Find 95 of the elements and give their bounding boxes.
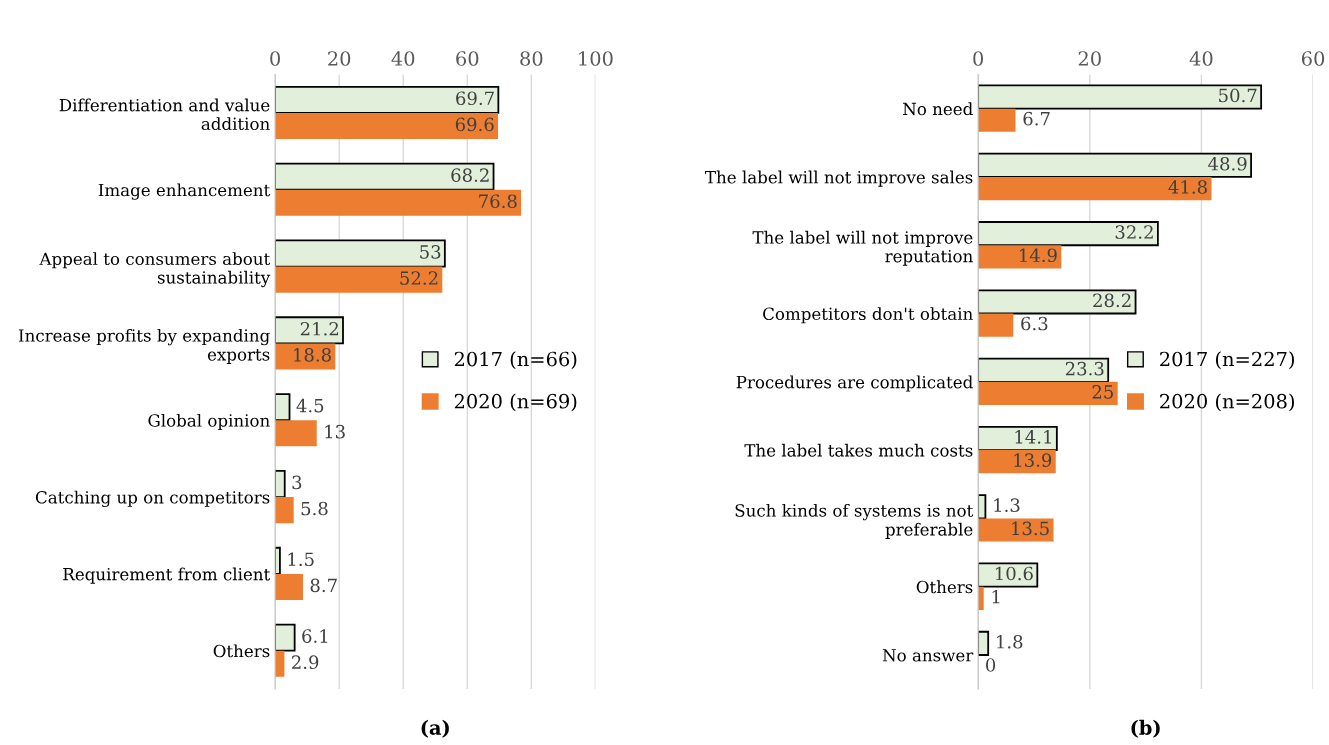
y-tick-label: No answer	[882, 649, 974, 662]
data-label: 25	[1092, 385, 1113, 399]
data-label: 8.7	[310, 578, 337, 593]
bar	[275, 85, 500, 114]
y-tick-label: Such kinds of systems is not preferable	[735, 503, 974, 539]
y-tick-label: The label will not improve reputation	[752, 230, 973, 266]
data-label: 2.9	[292, 655, 319, 670]
bar	[978, 630, 990, 656]
data-label: 1.5	[288, 552, 314, 567]
bar	[978, 152, 1252, 178]
x-tick-label: 80	[520, 51, 543, 66]
data-label: 28.2	[1093, 293, 1131, 308]
y-tick-label: Global opinion	[148, 413, 270, 431]
bar	[275, 162, 495, 191]
y-tick-label: Procedures are complicated	[736, 375, 973, 392]
x-tick-label: 0	[973, 51, 984, 66]
bar	[978, 562, 1039, 588]
data-label: 69.7	[456, 91, 494, 106]
data-label: 10.6	[995, 566, 1033, 581]
bar	[275, 266, 443, 293]
data-label: 23.3	[1065, 361, 1104, 376]
data-label: 1.3	[994, 498, 1020, 513]
bar	[275, 239, 446, 268]
data-label: 76.8	[479, 194, 517, 209]
bar	[978, 357, 1110, 383]
bar	[275, 420, 317, 447]
data-label: 3	[292, 475, 302, 490]
data-label: 13.9	[1014, 453, 1052, 467]
bar	[275, 112, 499, 140]
bar	[978, 425, 1058, 452]
x-tick-label: 100	[579, 51, 613, 66]
data-label: 13.5	[1012, 521, 1049, 536]
data-label: 1.8	[997, 634, 1023, 649]
bar	[978, 108, 1016, 132]
data-label: 14.1	[1015, 430, 1051, 444]
data-label: 6.7	[1023, 111, 1050, 126]
y-tick-label: The label will not improve sales	[705, 170, 973, 187]
y-tick-label: Differentiation and value addition	[59, 98, 270, 131]
y-tick-label: No need	[903, 102, 973, 116]
legend-label: 2017 (n=227)	[1160, 351, 1295, 370]
y-tick-label: Requirement from client	[63, 567, 271, 584]
bar	[978, 450, 1056, 474]
data-label: 6.1	[302, 629, 328, 643]
text: (b)	[1131, 719, 1160, 738]
text: (a)	[421, 719, 449, 738]
bar	[275, 623, 296, 652]
legend-label: 2020 (n=69)	[454, 393, 577, 412]
x-tick-label: 40	[1189, 51, 1213, 66]
data-label: 13	[325, 424, 345, 439]
data-label: 21.2	[300, 321, 339, 336]
y-tick-label: The label takes much costs	[744, 443, 973, 457]
bar	[275, 573, 303, 600]
data-label: 69.6	[455, 117, 494, 132]
bar	[275, 343, 336, 370]
bar	[275, 497, 294, 524]
x-tick-label: 0	[270, 51, 280, 66]
x-tick-label: 20	[328, 51, 351, 66]
data-label: 18.8	[294, 348, 331, 362]
bar	[275, 189, 522, 216]
y-tick-label: Catching up on competitors	[35, 490, 270, 508]
legend-label: 2017 (n=66)	[454, 351, 577, 370]
data-label: 32.2	[1115, 225, 1153, 239]
data-label: 52.2	[400, 271, 438, 285]
x-tick-label: 60	[456, 51, 479, 66]
x-tick-label: 60	[1301, 51, 1325, 66]
data-label: 41.8	[1168, 180, 1207, 194]
bar	[978, 518, 1054, 542]
y-tick-label: Competitors don't obtain	[763, 307, 973, 324]
bar	[978, 381, 1118, 406]
bar	[978, 221, 1159, 247]
bar	[275, 470, 286, 498]
data-label: 6.3	[1021, 316, 1048, 331]
bar	[978, 313, 1014, 337]
y-tick-label: Appeal to consumers about sustainability	[39, 252, 271, 288]
data-label: 53	[420, 245, 441, 259]
bar	[978, 245, 1062, 269]
legend-label: 2020 (n=208)	[1160, 393, 1295, 412]
y-tick-label: Image enhancement	[98, 183, 271, 200]
y-tick-label: Others	[916, 580, 973, 594]
data-label: 14.9	[1019, 248, 1057, 263]
data-label: 0	[986, 658, 996, 672]
bar	[978, 84, 1263, 110]
y-tick-label: Others	[213, 644, 270, 658]
bar	[275, 316, 344, 345]
data-label: 5.8	[301, 501, 328, 516]
data-label: 1	[992, 589, 1000, 604]
bar	[978, 289, 1137, 315]
x-tick-label: 40	[391, 51, 415, 66]
y-tick-label: Increase profits by expanding exports	[18, 328, 270, 364]
data-label: 68.2	[451, 168, 489, 182]
data-label: 50.7	[1219, 88, 1257, 103]
data-label: 48.9	[1208, 156, 1247, 171]
data-label: 4.5	[296, 398, 324, 413]
x-tick-label: 20	[1078, 51, 1101, 66]
bar	[978, 176, 1212, 201]
